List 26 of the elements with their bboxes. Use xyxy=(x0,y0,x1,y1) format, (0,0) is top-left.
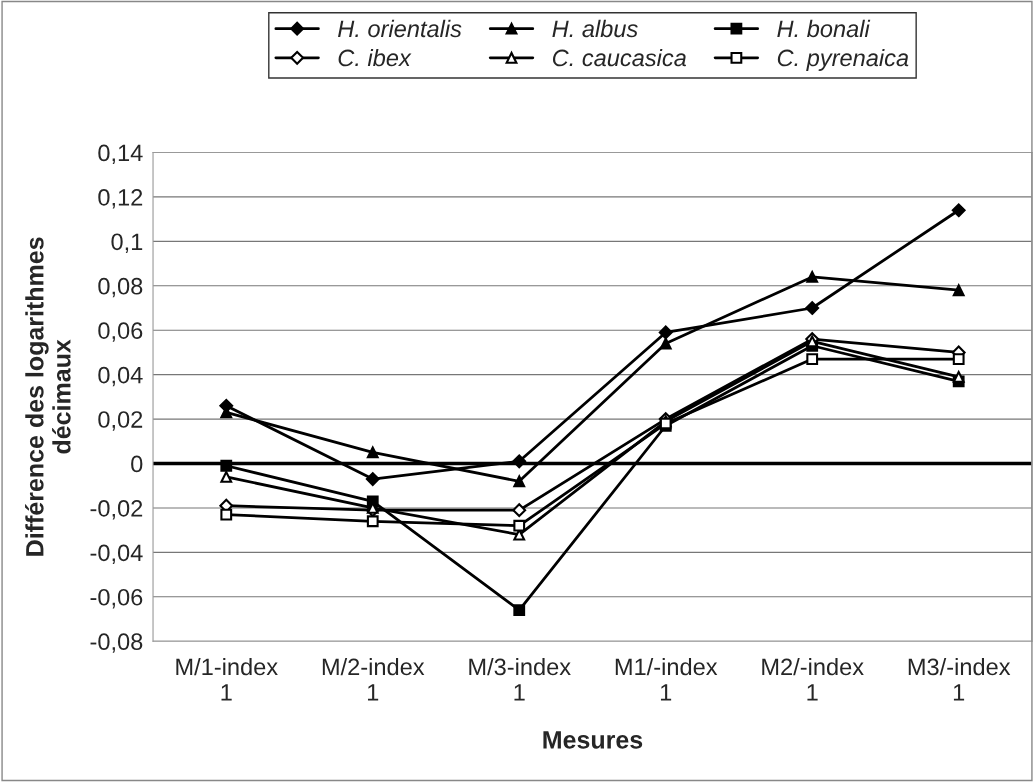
legend-label: H. bonali xyxy=(777,19,871,38)
y-tick-label: 0,12 xyxy=(98,188,143,209)
x-tick-label: M2/-index 1 xyxy=(762,657,864,701)
y-axis-title: Différence des logarithmes décimaux xyxy=(25,237,71,556)
y-tick-label: -0,08 xyxy=(90,633,143,653)
x-axis-title: Mesures xyxy=(543,731,643,749)
y-tick-label: 0,06 xyxy=(98,322,143,342)
legend-label: C. ibex xyxy=(338,48,412,67)
y-tick-label: -0,06 xyxy=(90,588,143,609)
legend-label: H. orientalis xyxy=(338,19,462,38)
x-tick-label: M/3-index 1 xyxy=(469,657,571,701)
y-tick-label: 0 xyxy=(131,455,143,473)
y-tick-label: 0,04 xyxy=(98,366,143,387)
y-tick-label: -0,02 xyxy=(90,500,143,520)
y-tick-label: 0,1 xyxy=(111,233,143,253)
legend-label: H. albus xyxy=(552,19,638,38)
y-tick-label: 0,14 xyxy=(98,144,143,165)
x-tick-label: M3/-index 1 xyxy=(908,657,1011,701)
legend-label: C. pyrenaica xyxy=(777,48,909,71)
y-tick-label: -0,04 xyxy=(90,544,143,564)
x-tick-label: M1/-index 1 xyxy=(615,657,718,701)
x-tick-label: M/1-index 1 xyxy=(176,657,278,701)
legend-label: C. caucasica xyxy=(552,48,687,67)
x-tick-label: M/2-index 1 xyxy=(322,657,425,701)
y-tick-label: 0,02 xyxy=(98,411,143,431)
y-tick-label: 0,08 xyxy=(98,277,143,298)
